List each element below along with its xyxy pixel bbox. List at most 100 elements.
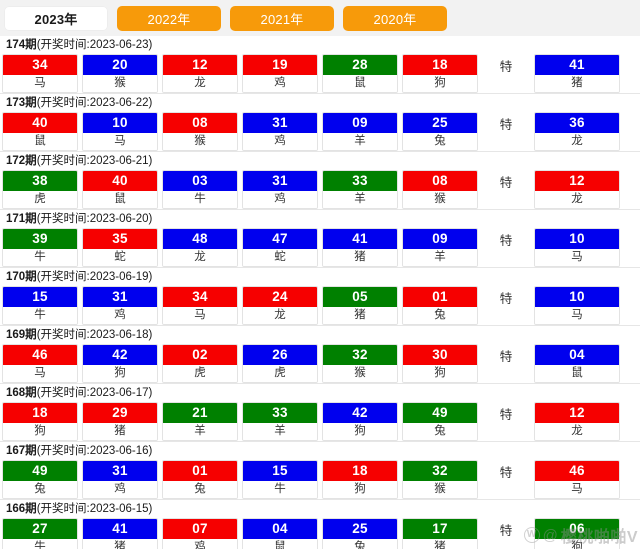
ball-cell: 33 羊 <box>242 402 318 441</box>
draw-results-list: 174期(开奖时间:2023-06-23) 34 马 20 猴 12 龙 19 鸡 28 鼠 18 狗特… <box>0 36 640 549</box>
ball-zodiac: 猴 <box>403 481 477 498</box>
ball-number: 21 <box>163 403 237 423</box>
ball-row: 27 牛 41 猪 07 鸡 04 鼠 25 兔 17 猪特 06 狗 <box>0 518 640 549</box>
special-ball-zodiac: 马 <box>535 481 619 498</box>
ball-number: 31 <box>83 461 157 481</box>
ball-number: 32 <box>323 345 397 365</box>
ball-number: 08 <box>403 171 477 191</box>
draw-period: 172期 <box>6 155 37 167</box>
ball-zodiac: 兔 <box>403 423 477 440</box>
ball-cell: 35 蛇 <box>82 228 158 267</box>
ball-number: 10 <box>83 113 157 133</box>
ball-number: 31 <box>83 287 157 307</box>
special-ball-cell: 04 鼠 <box>534 344 620 383</box>
ball-zodiac: 兔 <box>3 481 77 498</box>
ball-cell: 30 狗 <box>402 344 478 383</box>
ball-number: 25 <box>403 113 477 133</box>
draw-period: 169期 <box>6 329 37 341</box>
ball-number: 09 <box>403 229 477 249</box>
ball-cell: 31 鸡 <box>242 170 318 209</box>
draw-title: 172期(开奖时间:2023-06-21) <box>0 152 640 170</box>
year-tab-bar: 2023年 2022年 2021年 2020年 <box>0 0 640 36</box>
draw-time: (开奖时间:2023-06-22) <box>36 97 153 109</box>
special-ball-number: 12 <box>535 171 619 191</box>
special-ball-label: 特 <box>499 60 513 74</box>
ball-row: 46 马 42 狗 02 虎 26 虎 32 猴 30 狗特 04 鼠 <box>0 344 640 383</box>
ball-zodiac: 羊 <box>243 423 317 440</box>
ball-zodiac: 鼠 <box>3 133 77 150</box>
year-tab-2020[interactable]: 2020年 <box>343 5 447 31</box>
ball-number: 15 <box>3 287 77 307</box>
ball-number: 09 <box>323 113 397 133</box>
ball-zodiac: 鸡 <box>243 75 317 92</box>
ball-zodiac: 狗 <box>403 365 477 382</box>
draw-title: 173期(开奖时间:2023-06-22) <box>0 94 640 112</box>
ball-zodiac: 羊 <box>323 191 397 208</box>
ball-cell: 10 马 <box>82 112 158 151</box>
ball-zodiac: 兔 <box>403 133 477 150</box>
ball-zodiac: 猴 <box>323 365 397 382</box>
special-ball-number: 46 <box>535 461 619 481</box>
ball-cell: 07 鸡 <box>162 518 238 549</box>
ball-zodiac: 虎 <box>3 191 77 208</box>
ball-cell: 12 龙 <box>162 54 238 93</box>
ball-cell: 20 猴 <box>82 54 158 93</box>
ball-zodiac: 羊 <box>323 133 397 150</box>
draw-title: 166期(开奖时间:2023-06-15) <box>0 500 640 518</box>
ball-number: 41 <box>323 229 397 249</box>
draw-row: 174期(开奖时间:2023-06-23) 34 马 20 猴 12 龙 19 鸡 28 鼠 18 狗特… <box>0 36 640 93</box>
special-ball-label: 特 <box>499 350 513 364</box>
draw-title: 171期(开奖时间:2023-06-20) <box>0 210 640 228</box>
special-ball-number: 10 <box>535 287 619 307</box>
special-ball-label: 特 <box>499 176 513 190</box>
ball-number: 32 <box>403 461 477 481</box>
ball-zodiac: 猪 <box>83 539 157 549</box>
ball-number: 17 <box>403 519 477 539</box>
draw-title: 168期(开奖时间:2023-06-17) <box>0 384 640 402</box>
special-ball-cell: 12 龙 <box>534 402 620 441</box>
ball-row: 34 马 20 猴 12 龙 19 鸡 28 鼠 18 狗特 41 猪 <box>0 54 640 93</box>
ball-number: 31 <box>243 171 317 191</box>
ball-row: 49 兔 31 鸡 01 兔 15 牛 18 狗 32 猴特 46 马 <box>0 460 640 499</box>
special-ball-cell: 10 马 <box>534 286 620 325</box>
ball-cell: 18 狗 <box>322 460 398 499</box>
ball-zodiac: 猪 <box>323 307 397 324</box>
draw-period: 166期 <box>6 503 37 515</box>
ball-cell: 15 牛 <box>242 460 318 499</box>
special-ball-zodiac: 马 <box>535 307 619 324</box>
year-tab-2021[interactable]: 2021年 <box>230 5 334 31</box>
ball-row: 40 鼠 10 马 08 猴 31 鸡 09 羊 25 兔特 36 龙 <box>0 112 640 151</box>
ball-cell: 27 牛 <box>2 518 78 549</box>
ball-number: 05 <box>323 287 397 307</box>
draw-row: 169期(开奖时间:2023-06-18) 46 马 42 狗 02 虎 26 虎 32 猴 30 狗特… <box>0 325 640 383</box>
ball-zodiac: 牛 <box>3 249 77 266</box>
ball-zodiac: 马 <box>3 365 77 382</box>
ball-number: 28 <box>323 55 397 75</box>
special-ball-zodiac: 鼠 <box>535 365 619 382</box>
ball-number: 33 <box>243 403 317 423</box>
ball-zodiac: 猴 <box>163 133 237 150</box>
year-tab-2023[interactable]: 2023年 <box>4 5 108 31</box>
ball-number: 04 <box>243 519 317 539</box>
ball-number: 15 <box>243 461 317 481</box>
special-ball-zodiac: 龙 <box>535 133 619 150</box>
draw-time: (开奖时间:2023-06-21) <box>36 155 153 167</box>
year-tab-2022[interactable]: 2022年 <box>117 5 221 31</box>
ball-cell: 33 羊 <box>322 170 398 209</box>
ball-number: 26 <box>243 345 317 365</box>
special-ball-label: 特 <box>499 292 513 306</box>
ball-cell: 31 鸡 <box>242 112 318 151</box>
ball-cell: 09 羊 <box>402 228 478 267</box>
ball-number: 12 <box>163 55 237 75</box>
ball-cell: 41 猪 <box>82 518 158 549</box>
ball-zodiac: 羊 <box>403 249 477 266</box>
ball-cell: 18 狗 <box>402 54 478 93</box>
ball-cell: 34 马 <box>162 286 238 325</box>
ball-number: 20 <box>83 55 157 75</box>
ball-number: 47 <box>243 229 317 249</box>
ball-number: 30 <box>403 345 477 365</box>
draw-time: (开奖时间:2023-06-23) <box>36 39 153 51</box>
ball-row: 38 虎 40 鼠 03 牛 31 鸡 33 羊 08 猴特 12 龙 <box>0 170 640 209</box>
ball-cell: 18 狗 <box>2 402 78 441</box>
ball-cell: 01 兔 <box>402 286 478 325</box>
